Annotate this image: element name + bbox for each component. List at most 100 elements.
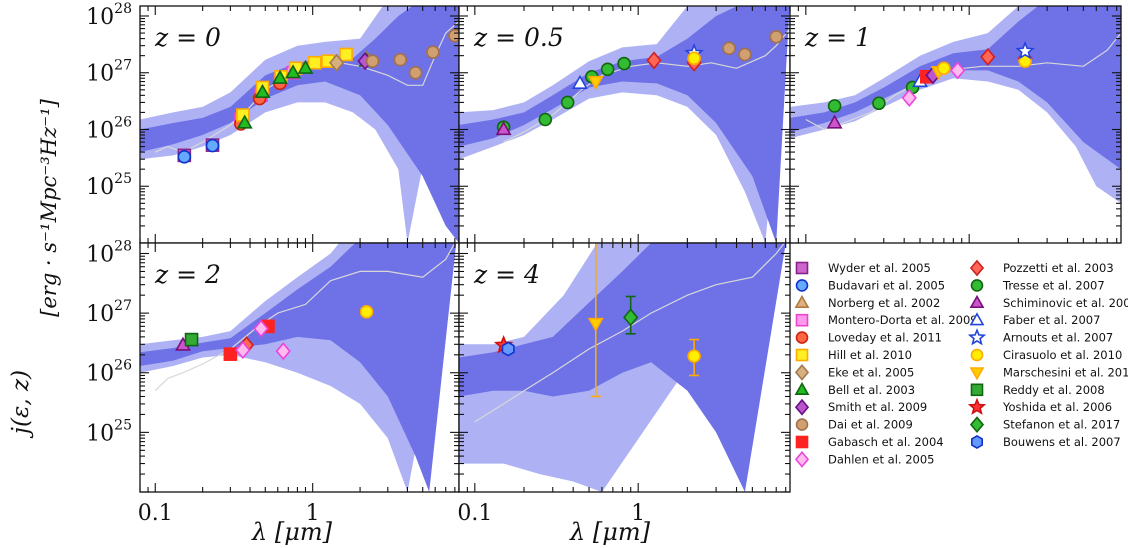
data-point <box>223 347 238 361</box>
error-bar <box>590 243 601 398</box>
legend-label: Montero-Dorta et al. 2009 <box>828 313 978 327</box>
panel-4: z = 2 1028 1027 1026 1025 0.1 1 <box>86 238 460 526</box>
data-point <box>205 138 220 153</box>
plot-area <box>140 6 459 243</box>
legend-label: Stefanon et al. 2017 <box>1003 418 1120 432</box>
data-point <box>501 341 515 357</box>
legend-item: Arnouts et al. 2007 <box>967 328 1113 346</box>
data-point <box>687 349 701 363</box>
ticks <box>458 243 790 493</box>
legend-item: Faber et al. 2007 <box>969 312 1100 327</box>
data-point <box>980 47 996 66</box>
legend-marker <box>967 328 987 346</box>
data-point <box>1015 40 1035 60</box>
legend-label: Hill et al. 2010 <box>828 348 912 362</box>
legend-label: Budavari et al. 2005 <box>828 278 945 292</box>
panel-label: z = 0.5 <box>473 23 564 52</box>
data-point <box>329 53 345 72</box>
legend-marker <box>969 367 985 381</box>
x-tick-label: 0.1 <box>138 501 173 526</box>
panel-5: z = 4 0.1 1 <box>457 242 791 526</box>
panel-label: z = 1 <box>804 23 871 52</box>
x-tick-label: 1 <box>306 501 320 526</box>
legend-marker <box>969 416 985 433</box>
legend-marker <box>794 364 810 381</box>
legend-item: Tresse et al. 2007 <box>970 278 1105 292</box>
legend-label: Marschesini et al. 2012 <box>1003 365 1128 379</box>
legend-item: Montero-Dorta et al. 2009 <box>795 313 978 327</box>
legend-label: Dai et al. 2009 <box>828 418 913 432</box>
data-point <box>587 317 604 333</box>
data-point <box>560 95 575 110</box>
panel-1: z = 0 1028 1027 1026 1025 <box>86 1 460 244</box>
legend-marker <box>969 294 985 309</box>
legend-item: Dai et al. 2009 <box>795 418 913 432</box>
data-point <box>297 59 314 74</box>
legend-label: Yoshida et al. 2006 <box>1002 400 1112 414</box>
data-point <box>826 114 843 129</box>
legend-marker <box>795 418 809 431</box>
legend-label: Arnouts et al. 2007 <box>1003 331 1113 345</box>
legend-marker <box>969 259 985 277</box>
legend-item: Loveday et al. 2011 <box>795 331 942 345</box>
legend-item: Schiminovic et al. 2005 <box>969 294 1128 310</box>
legend-item: Bell et al. 2003 <box>794 381 915 397</box>
template-spectrum <box>154 243 456 392</box>
data-point <box>495 120 512 136</box>
data-point <box>587 75 604 91</box>
panel-3: z = 1 <box>789 5 1122 244</box>
data-point <box>275 342 291 361</box>
legend-marker <box>967 397 987 415</box>
plot-area <box>140 243 459 492</box>
uncertainty-band-inner <box>459 243 786 492</box>
data-point <box>339 47 353 62</box>
y-tick-label: 1025 <box>86 171 132 200</box>
legend-item: Norberg et al. 2002 <box>794 294 940 310</box>
ticks <box>789 6 1121 244</box>
plot-area <box>459 6 790 243</box>
legend-item: Dahlen et al. 2005 <box>794 451 934 468</box>
data-point <box>426 45 440 60</box>
panel-frame <box>789 5 1122 244</box>
y-tick-label: 1025 <box>86 417 132 446</box>
data-point <box>253 319 269 338</box>
legend-label: Loveday et al. 2011 <box>828 331 942 345</box>
data-point <box>254 83 271 99</box>
data-point <box>307 55 322 70</box>
legend-label: Schiminovic et al. 2005 <box>1003 296 1128 310</box>
panel-label: z = 0 <box>154 23 221 52</box>
legend-marker <box>970 279 984 292</box>
data-point <box>623 308 639 327</box>
panel-2: z = 0.5 <box>458 5 791 244</box>
legend-marker <box>794 398 810 416</box>
legend-marker <box>794 294 810 309</box>
legend-item: Wyder et al. 2005 <box>795 261 931 275</box>
data-point <box>827 99 842 113</box>
legend-label: Pozzetti et al. 2003 <box>1003 261 1114 275</box>
data-point <box>950 61 966 80</box>
legend-marker <box>970 434 984 450</box>
data-point <box>687 51 701 66</box>
data-point <box>359 305 374 319</box>
legend-label: Bouwens et al. 2007 <box>1003 435 1121 449</box>
data-point <box>177 150 192 164</box>
legend-marker <box>795 331 809 344</box>
data-point <box>901 88 917 107</box>
legend-item: Hill et al. 2010 <box>795 348 912 362</box>
y-tick-label: 1027 <box>86 58 132 87</box>
legend-item: Marschesini et al. 2012 <box>969 365 1128 381</box>
data-point <box>738 47 752 62</box>
legend-marker <box>795 261 809 275</box>
legend-label: Dahlen et al. 2005 <box>828 452 934 466</box>
plot-area <box>459 243 790 492</box>
panel-label: z = 2 <box>154 260 221 289</box>
data-point <box>235 341 251 360</box>
legend-item: Bouwens et al. 2007 <box>970 434 1121 450</box>
panel-frame <box>458 242 791 493</box>
uncertainty-band-inner <box>140 6 459 243</box>
legend-item: Stefanon et al. 2017 <box>969 416 1120 433</box>
legend-item: Reddy et al. 2008 <box>970 383 1105 397</box>
data-point <box>872 96 886 111</box>
